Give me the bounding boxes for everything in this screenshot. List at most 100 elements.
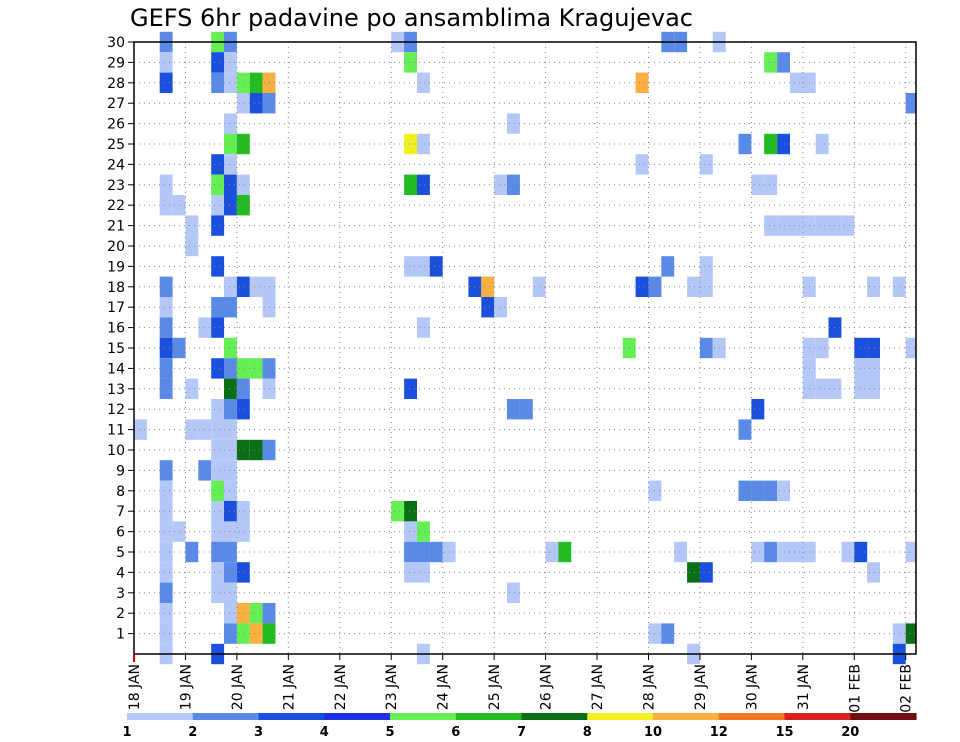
heatmap-cell: [404, 174, 417, 195]
heatmap-cell: [159, 603, 173, 624]
heatmap-cell: [815, 378, 829, 399]
heatmap-cell: [635, 72, 649, 93]
heatmap-cell: [224, 541, 237, 563]
heatmap-cell: [224, 603, 237, 624]
heatmap-cell: [236, 562, 250, 583]
heatmap-cell: [224, 358, 237, 379]
heatmap-cell: [224, 297, 237, 318]
x-tick-label: 21 JAN: [281, 664, 297, 710]
colorbar-label: 12: [710, 725, 728, 740]
y-tick-label: 27: [107, 96, 125, 112]
heatmap-cell: [159, 480, 173, 501]
heatmap-cell: [815, 215, 829, 236]
heatmap-cell: [777, 52, 790, 73]
heatmap-cell: [159, 460, 173, 481]
y-tick-label: 20: [107, 239, 125, 255]
heatmap-cell: [661, 623, 675, 644]
heatmap-cell: [236, 174, 250, 195]
heatmap-cell: [236, 521, 250, 542]
colorbar-label: 10: [644, 725, 662, 740]
x-tick-label: 19 JAN: [178, 664, 194, 710]
heatmap-cell: [867, 358, 880, 379]
heatmap-cell: [404, 562, 417, 583]
y-tick-label: 24: [107, 157, 125, 173]
x-tick-label: 31 JAN: [796, 664, 812, 710]
x-tick-label: 20 JAN: [230, 664, 246, 710]
heatmap-cell: [687, 562, 700, 583]
heatmap-cell: [777, 215, 790, 236]
heatmap-cell: [764, 133, 778, 155]
heatmap-cell: [211, 174, 225, 195]
heatmap-cell: [494, 174, 507, 195]
heatmap-cell: [236, 358, 250, 379]
y-tick-label: 7: [116, 504, 125, 520]
colorbar-label: 7: [517, 725, 526, 740]
heatmap-cell: [519, 399, 533, 420]
y-tick-label: 11: [107, 423, 125, 439]
heatmap-cell: [687, 276, 700, 297]
colorbar-label: 3: [254, 725, 263, 740]
colorbar-label: 6: [451, 725, 460, 740]
colorbar-segment: [784, 713, 851, 720]
y-tick-label: 23: [107, 178, 125, 194]
heatmap-cell: [134, 419, 147, 440]
y-tick-label: 26: [107, 117, 125, 133]
heatmap-cell: [545, 541, 559, 563]
x-tick-label: 22 JAN: [333, 664, 349, 710]
heatmap-cell: [159, 378, 173, 399]
colorbar-segment: [455, 713, 523, 720]
heatmap-cell: [417, 562, 430, 583]
heatmap-cell: [635, 154, 649, 175]
heatmap-cell: [404, 52, 417, 73]
heatmap-cell: [417, 133, 430, 155]
y-tick-label: 2: [116, 606, 125, 622]
chart-title: GEFS 6hr padavine po ansamblima Kragujev…: [130, 4, 693, 32]
y-tick-label: 15: [107, 341, 125, 357]
heatmap-cell: [507, 582, 520, 603]
heatmap-cell: [815, 133, 829, 155]
y-tick-label: 28: [107, 76, 125, 92]
x-tick-label: 26 JAN: [539, 664, 555, 710]
heatmap-cell: [211, 358, 225, 379]
x-tick-label: 25 JAN: [487, 664, 503, 710]
heatmap-cell: [185, 419, 199, 440]
colorbar-segment: [653, 713, 720, 720]
heatmap-cell: [661, 256, 675, 277]
heatmap-cell: [481, 297, 495, 318]
heatmap-cell: [159, 72, 173, 93]
heatmap-cell: [404, 541, 417, 563]
y-tick-label: 17: [107, 300, 125, 316]
heatmap-cell: [224, 337, 237, 359]
colorbar-segment: [258, 713, 325, 720]
heatmap-cell: [211, 562, 225, 583]
y-tick-label: 21: [107, 219, 125, 235]
heatmap-cell: [764, 480, 778, 501]
heatmap-cell: [777, 133, 790, 155]
heatmap-cell: [236, 133, 250, 155]
heatmap-cell: [224, 623, 237, 644]
heatmap-cell: [224, 501, 237, 522]
heatmap-cell: [751, 174, 765, 195]
heatmap-cell: [236, 439, 250, 461]
heatmap-cell: [224, 174, 237, 195]
heatmap-cell: [211, 521, 225, 542]
heatmap-cell: [751, 541, 765, 563]
x-tick-label: 24 JAN: [436, 664, 452, 710]
y-tick-label: 4: [116, 565, 125, 581]
heatmap-cell: [211, 582, 225, 603]
heatmap-cell: [905, 623, 916, 644]
heatmap-cell: [236, 276, 250, 297]
heatmap-cell: [159, 501, 173, 522]
heatmap-cell: [404, 521, 417, 542]
x-tick-label: 27 JAN: [590, 664, 606, 710]
heatmap-cell: [699, 276, 713, 297]
colorbar-label: 5: [385, 725, 394, 740]
chart-axes: 1234567891011121314151617181920212223242…: [107, 35, 917, 713]
heatmap-cell: [481, 276, 495, 297]
heatmap-cell: [249, 358, 263, 379]
heatmap-cell: [867, 562, 880, 583]
heatmap-cell: [674, 541, 688, 563]
heatmap-cell: [236, 195, 250, 216]
y-tick-label: 9: [116, 463, 125, 479]
heatmap-cell: [211, 52, 225, 73]
